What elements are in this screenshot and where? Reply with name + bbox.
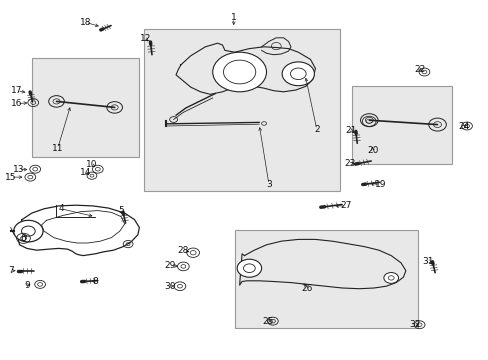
Bar bbox=[234, 230, 417, 328]
Bar bbox=[144, 29, 339, 191]
Circle shape bbox=[387, 276, 393, 280]
Text: 8: 8 bbox=[92, 277, 98, 286]
Text: 29: 29 bbox=[164, 261, 176, 270]
Circle shape bbox=[223, 60, 255, 84]
Text: 21: 21 bbox=[345, 126, 356, 135]
Text: 7: 7 bbox=[8, 266, 14, 275]
Text: 15: 15 bbox=[5, 173, 17, 181]
Circle shape bbox=[383, 273, 398, 283]
Text: 6: 6 bbox=[20, 234, 26, 243]
Text: 23: 23 bbox=[343, 159, 355, 168]
Circle shape bbox=[212, 52, 266, 92]
Circle shape bbox=[14, 220, 43, 242]
Bar bbox=[32, 58, 139, 157]
Circle shape bbox=[237, 259, 261, 277]
Text: 16: 16 bbox=[11, 99, 23, 108]
Text: 20: 20 bbox=[366, 146, 378, 155]
Circle shape bbox=[243, 264, 255, 273]
Text: 31: 31 bbox=[421, 256, 433, 265]
Text: 1: 1 bbox=[230, 13, 236, 22]
Circle shape bbox=[21, 226, 35, 236]
Text: 32: 32 bbox=[408, 320, 420, 329]
Text: 3: 3 bbox=[265, 180, 271, 189]
Text: 10: 10 bbox=[86, 161, 98, 169]
Text: 22: 22 bbox=[413, 65, 425, 74]
Text: 19: 19 bbox=[374, 180, 386, 189]
Text: 24: 24 bbox=[457, 122, 468, 131]
Text: 2: 2 bbox=[313, 125, 319, 134]
Text: 14: 14 bbox=[80, 168, 91, 177]
Text: 25: 25 bbox=[262, 317, 273, 325]
Bar bbox=[351, 86, 451, 164]
Circle shape bbox=[282, 62, 314, 86]
Text: 28: 28 bbox=[177, 246, 189, 255]
Text: 26: 26 bbox=[301, 284, 312, 293]
Text: 17: 17 bbox=[11, 86, 23, 95]
Text: 9: 9 bbox=[24, 281, 30, 289]
Text: 12: 12 bbox=[140, 34, 151, 43]
Text: 18: 18 bbox=[80, 18, 91, 27]
Text: 11: 11 bbox=[52, 144, 63, 153]
Text: 4: 4 bbox=[58, 204, 64, 213]
Text: 30: 30 bbox=[164, 282, 176, 291]
Text: 13: 13 bbox=[13, 165, 24, 174]
Text: 5: 5 bbox=[118, 206, 124, 215]
Text: 27: 27 bbox=[340, 202, 351, 210]
Circle shape bbox=[290, 68, 305, 80]
